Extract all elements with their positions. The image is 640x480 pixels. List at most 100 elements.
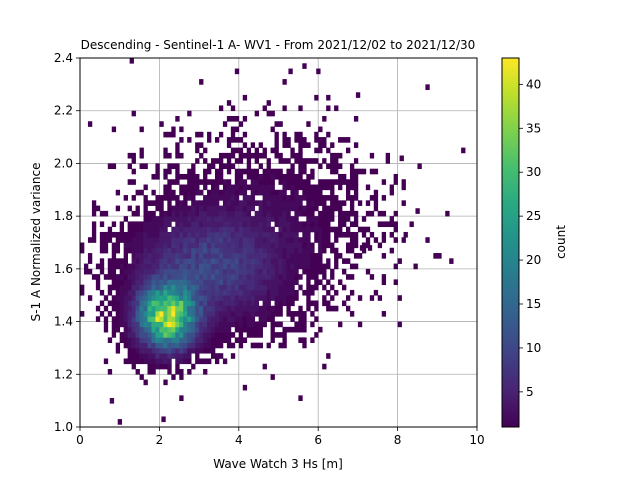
histogram-cell <box>270 168 275 175</box>
histogram-cell <box>167 311 172 317</box>
histogram-cell <box>290 284 295 291</box>
histogram-cell <box>294 289 299 296</box>
histogram-cell <box>345 179 351 185</box>
histogram-cell <box>250 332 256 338</box>
histogram-cell <box>318 279 323 286</box>
histogram-cell <box>274 253 279 259</box>
histogram-cell <box>187 253 192 259</box>
histogram-cell <box>294 295 299 301</box>
histogram-cell <box>131 242 136 249</box>
histogram-cell <box>159 226 164 233</box>
histogram-cell <box>330 274 335 280</box>
histogram-cell <box>242 242 248 249</box>
y-tick-label: 1.8 <box>54 209 73 223</box>
histogram-cell <box>298 321 303 328</box>
histogram-cell <box>103 316 109 322</box>
histogram-cell <box>151 347 156 354</box>
histogram-cell <box>262 226 267 233</box>
histogram-cell <box>159 279 164 286</box>
histogram-cell <box>258 311 263 317</box>
histogram-cell <box>139 353 144 359</box>
histogram-cell <box>310 210 315 217</box>
histogram-cell <box>155 279 160 286</box>
colorbar-tick-label: 30 <box>526 165 541 179</box>
histogram-cell <box>203 316 208 322</box>
histogram-cell <box>207 253 212 259</box>
histogram-cell <box>159 358 164 365</box>
histogram-cell <box>127 242 132 249</box>
histogram-cell <box>258 173 263 180</box>
histogram-cell <box>238 332 244 338</box>
histogram-cell <box>330 152 335 159</box>
histogram-cell <box>266 221 271 228</box>
histogram-cell <box>179 173 184 180</box>
histogram-cell <box>246 284 252 291</box>
histogram-cell <box>417 163 422 170</box>
histogram-cell <box>298 305 303 312</box>
histogram-cell <box>266 300 271 307</box>
histogram-cell <box>230 184 236 191</box>
histogram-cell <box>179 395 184 401</box>
histogram-cell <box>191 332 196 338</box>
histogram-cell <box>262 221 267 228</box>
histogram-cell <box>171 347 176 354</box>
histogram-cell <box>214 332 220 338</box>
histogram-cell <box>218 316 224 322</box>
histogram-cell <box>266 316 271 322</box>
histogram-cell <box>207 300 212 307</box>
histogram-cell <box>254 179 259 185</box>
histogram-cell <box>270 205 275 212</box>
y-tick-label: 1.0 <box>54 420 73 434</box>
histogram-cell <box>353 158 359 164</box>
histogram-cell <box>143 184 148 191</box>
histogram-cell <box>207 210 212 217</box>
histogram-cell <box>159 289 164 296</box>
histogram-cell <box>338 279 343 286</box>
histogram-cell <box>294 258 299 264</box>
histogram-cell <box>262 253 267 259</box>
histogram-cell <box>306 210 311 217</box>
histogram-cell <box>151 358 156 365</box>
histogram-cell <box>183 337 188 344</box>
histogram-cell <box>294 137 299 143</box>
histogram-cell <box>175 263 180 270</box>
histogram-cell <box>179 305 184 312</box>
histogram-cell <box>187 326 192 333</box>
histogram-cell <box>135 268 140 275</box>
histogram-cell <box>115 263 121 270</box>
histogram-cell <box>155 247 160 254</box>
histogram-cell <box>234 284 240 291</box>
histogram-cell <box>262 316 267 322</box>
histogram-cell <box>242 384 248 391</box>
histogram-cell <box>143 216 148 222</box>
histogram-cell <box>290 152 295 159</box>
histogram-cell <box>103 358 109 365</box>
histogram-cell <box>254 284 259 291</box>
histogram-cell <box>214 158 220 164</box>
histogram-cell <box>159 231 164 238</box>
histogram-cell <box>207 295 212 301</box>
histogram-cell <box>242 295 248 301</box>
histogram-cell <box>266 311 271 317</box>
histogram-cell <box>326 289 331 296</box>
histogram-cell <box>226 115 232 122</box>
histogram-cell <box>310 173 315 180</box>
histogram-cell <box>127 205 132 212</box>
histogram-cell <box>270 279 275 286</box>
histogram-cell <box>135 316 140 322</box>
histogram-cell <box>203 147 208 154</box>
histogram-cell <box>147 321 152 328</box>
histogram-cell <box>127 268 132 275</box>
histogram-cell <box>226 258 232 264</box>
histogram-cell <box>282 326 287 333</box>
histogram-cell <box>230 342 236 349</box>
histogram-cell <box>290 200 295 206</box>
histogram-cell <box>322 300 327 307</box>
histogram-cell <box>203 210 208 217</box>
histogram-cell <box>282 131 287 138</box>
histogram-cell <box>214 289 220 296</box>
histogram-cell <box>203 268 208 275</box>
histogram-cell <box>266 268 271 275</box>
histogram-cell <box>222 179 228 185</box>
histogram-cell <box>349 263 355 270</box>
